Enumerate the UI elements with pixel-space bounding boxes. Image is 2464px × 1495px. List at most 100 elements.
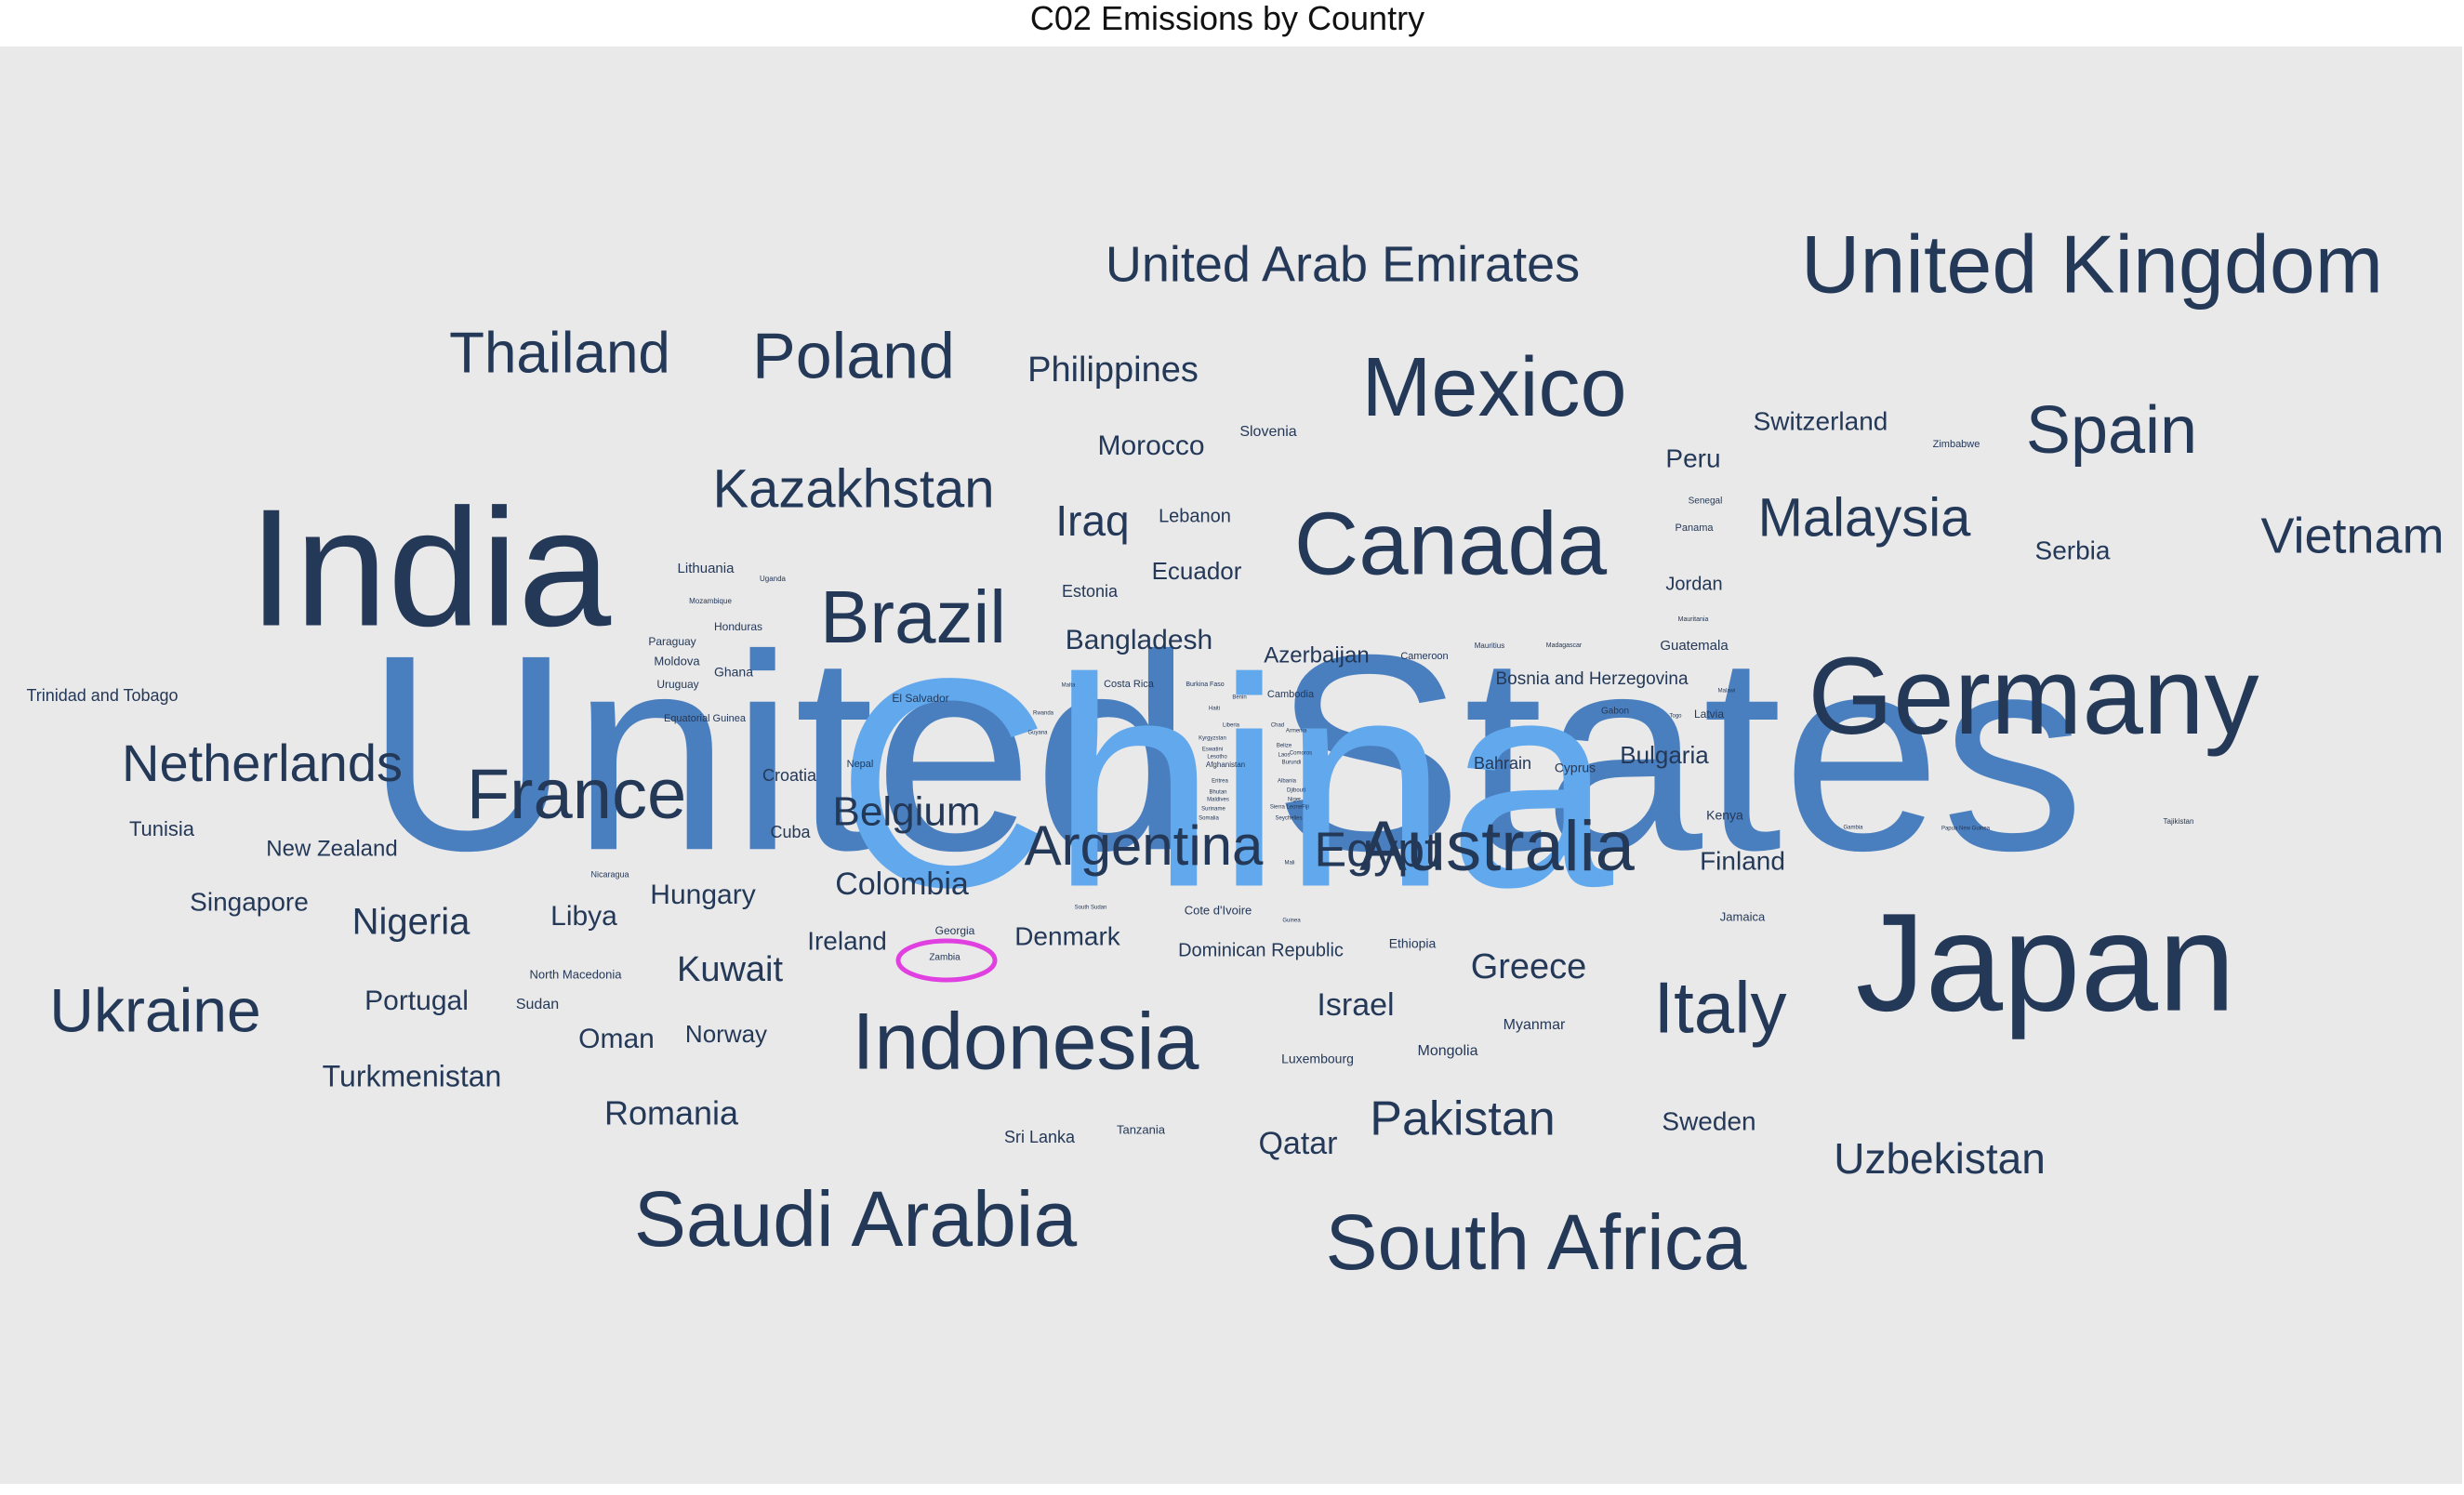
word-luxembourg: Luxembourg bbox=[1281, 1052, 1354, 1066]
chart-title: C02 Emissions by Country bbox=[1029, 0, 1425, 37]
word-georgia: Georgia bbox=[935, 924, 975, 937]
word-north-macedonia: North Macedonia bbox=[530, 967, 623, 981]
word-belgium: Belgium bbox=[833, 789, 981, 835]
word-cote-d-ivoire: Cote d'Ivoire bbox=[1185, 903, 1252, 917]
word-new-zealand: New Zealand bbox=[266, 836, 397, 861]
word-chad: Chad bbox=[1271, 723, 1284, 729]
word-trinidad-and-tobago: Trinidad and Tobago bbox=[26, 686, 178, 705]
word-uruguay: Uruguay bbox=[656, 678, 698, 691]
word-dominican-republic: Dominican Republic bbox=[1178, 940, 1344, 960]
word-mauritius: Mauritius bbox=[1475, 642, 1504, 650]
word-denmark: Denmark bbox=[1014, 921, 1121, 950]
word-maldives: Maldives bbox=[1207, 798, 1229, 803]
highlight-circle-annotation bbox=[895, 938, 998, 983]
word-germany: Germany bbox=[1808, 635, 2259, 758]
word-ethiopia: Ethiopia bbox=[1389, 936, 1437, 951]
word-latvia: Latvia bbox=[1694, 708, 1724, 721]
word-afghanistan: Afghanistan bbox=[1206, 761, 1245, 769]
word-bangladesh: Bangladesh bbox=[1066, 625, 1212, 655]
word-norway: Norway bbox=[685, 1020, 767, 1048]
word-indonesia: Indonesia bbox=[853, 998, 1199, 1087]
word-slovenia: Slovenia bbox=[1239, 424, 1296, 440]
word-lebanon: Lebanon bbox=[1159, 506, 1231, 526]
word-united-arab-emirates: United Arab Emirates bbox=[1106, 236, 1580, 292]
word-tajikistan: Tajikistan bbox=[2164, 817, 2194, 826]
word-kazakhstan: Kazakhstan bbox=[712, 458, 994, 519]
word-togo: Togo bbox=[1669, 714, 1682, 720]
word-cuba: Cuba bbox=[770, 823, 811, 841]
word-rwanda: Rwanda bbox=[1033, 711, 1054, 717]
word-guinea: Guinea bbox=[1282, 919, 1301, 924]
word-niger: Niger bbox=[1288, 798, 1301, 803]
word-moldova: Moldova bbox=[654, 654, 700, 668]
word-mali: Mali bbox=[1284, 861, 1294, 867]
word-morocco: Morocco bbox=[1097, 430, 1204, 461]
word-burundi: Burundi bbox=[1282, 761, 1302, 766]
word-mozambique: Mozambique bbox=[689, 597, 732, 605]
word-serbia: Serbia bbox=[2035, 536, 2111, 564]
word-libya: Libya bbox=[550, 901, 617, 932]
word-peru: Peru bbox=[1665, 443, 1720, 472]
word-lesotho: Lesotho bbox=[1207, 755, 1227, 761]
word-armenia: Armenia bbox=[1286, 729, 1307, 734]
word-croatia: Croatia bbox=[762, 766, 817, 785]
word-france: France bbox=[467, 755, 687, 834]
word-nicaragua: Nicaragua bbox=[590, 869, 629, 879]
word-nepal: Nepal bbox=[847, 759, 874, 770]
word-tanzania: Tanzania bbox=[1117, 1122, 1166, 1136]
word-oman: Oman bbox=[578, 1024, 655, 1054]
word-guatemala: Guatemala bbox=[1660, 638, 1729, 654]
word-jordan: Jordan bbox=[1665, 574, 1722, 594]
word-ukraine: Ukraine bbox=[49, 975, 260, 1044]
word-south-africa: South Africa bbox=[1326, 1198, 1747, 1286]
word-gabon: Gabon bbox=[1601, 707, 1629, 717]
word-kenya: Kenya bbox=[1706, 808, 1743, 823]
word-equatorial-guinea: Equatorial Guinea bbox=[664, 713, 747, 724]
word-laos: Laos bbox=[1278, 753, 1290, 759]
word-panama: Panama bbox=[1676, 523, 1715, 534]
word-bulgaria: Bulgaria bbox=[1620, 741, 1709, 769]
word-fiji: Fiji bbox=[1302, 805, 1309, 811]
word-burkina-faso: Burkina Faso bbox=[1186, 681, 1224, 688]
word-suriname: Suriname bbox=[1201, 807, 1225, 813]
word-kyrgyzstan: Kyrgyzstan bbox=[1199, 736, 1226, 742]
word-costa-rica: Costa Rica bbox=[1104, 679, 1155, 690]
word-zimbabwe: Zimbabwe bbox=[1933, 439, 1980, 450]
word-mauritania: Mauritania bbox=[1678, 616, 1709, 623]
word-haiti: Haiti bbox=[1209, 707, 1220, 712]
word-sri-lanka: Sri Lanka bbox=[1004, 1128, 1076, 1146]
word-cyprus: Cyprus bbox=[1555, 761, 1596, 775]
word-myanmar: Myanmar bbox=[1504, 1017, 1566, 1033]
word-turkmenistan: Turkmenistan bbox=[323, 1059, 502, 1092]
word-south-sudan: South Sudan bbox=[1075, 906, 1107, 911]
word-uganda: Uganda bbox=[760, 575, 787, 583]
word-malawi: Malawi bbox=[1718, 689, 1736, 695]
word-eswatini: Eswatini bbox=[1202, 748, 1223, 753]
word-bhutan: Bhutan bbox=[1209, 790, 1226, 796]
word-thailand: Thailand bbox=[449, 321, 670, 385]
word-greece: Greece bbox=[1471, 947, 1587, 986]
word-romania: Romania bbox=[604, 1094, 739, 1132]
word-madagascar: Madagascar bbox=[1546, 642, 1583, 649]
word-israel: Israel bbox=[1317, 987, 1394, 1023]
word-albania: Albania bbox=[1278, 779, 1297, 785]
word-mongolia: Mongolia bbox=[1418, 1043, 1478, 1059]
word-sweden: Sweden bbox=[1662, 1106, 1755, 1135]
word-azerbaijan: Azerbaijan bbox=[1264, 642, 1369, 668]
word-comoros: Comoros bbox=[1290, 751, 1312, 757]
word-saudi-arabia: Saudi Arabia bbox=[634, 1175, 1078, 1263]
word-egypt: Egypt bbox=[1315, 824, 1439, 878]
word-iraq: Iraq bbox=[1055, 496, 1129, 545]
word-philippines: Philippines bbox=[1027, 351, 1199, 390]
word-honduras: Honduras bbox=[714, 620, 762, 633]
word-liberia: Liberia bbox=[1223, 723, 1240, 729]
word-papua-new-guinea: Papua New Guinea bbox=[1941, 827, 1991, 832]
word-malaysia: Malaysia bbox=[1758, 487, 1972, 548]
word-hungary: Hungary bbox=[650, 880, 755, 910]
word-portugal: Portugal bbox=[364, 986, 469, 1016]
word-india: India bbox=[248, 475, 612, 662]
plot-area: United States China India Japan Germany Canad… bbox=[0, 46, 2464, 1484]
word-vietnam: Vietnam bbox=[2260, 508, 2444, 563]
word-brazil: Brazil bbox=[820, 576, 1006, 658]
word-finland: Finland bbox=[1700, 846, 1785, 875]
